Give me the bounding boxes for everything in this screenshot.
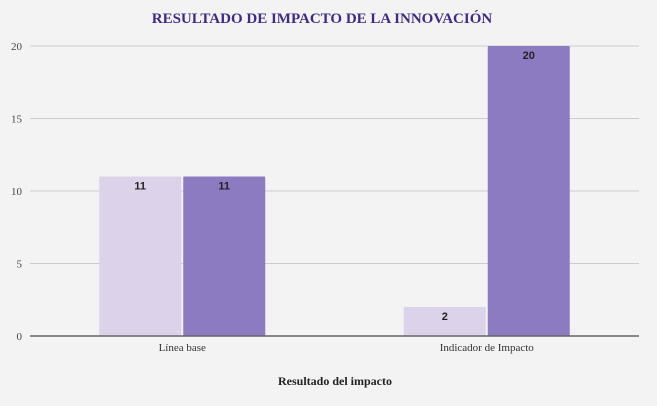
bar-2-2 bbox=[487, 46, 570, 336]
bar-1-1 bbox=[99, 176, 182, 336]
data-label: 11 bbox=[218, 181, 230, 193]
y-tick-label: 0 bbox=[17, 331, 23, 343]
y-axis-ticks: 0 5 10 15 20 bbox=[11, 41, 23, 343]
x-category-label: Línea base bbox=[159, 342, 206, 354]
x-axis-label: Resultado del impacto bbox=[278, 374, 392, 388]
data-label: 2 bbox=[442, 311, 448, 323]
y-tick-label: 20 bbox=[11, 41, 23, 53]
bars bbox=[99, 46, 570, 336]
x-category-label: Indicador de Impacto bbox=[440, 342, 535, 354]
y-tick-label: 5 bbox=[17, 259, 23, 271]
y-tick-label: 15 bbox=[11, 114, 23, 126]
data-label: 20 bbox=[523, 50, 535, 62]
y-tick-label: 10 bbox=[11, 186, 23, 198]
x-axis-categories: Línea base Indicador de Impacto bbox=[159, 342, 535, 354]
data-label: 11 bbox=[134, 181, 146, 193]
data-labels: 11 11 2 20 bbox=[134, 50, 534, 323]
bar-2-1 bbox=[183, 176, 266, 336]
chart-title: RESULTADO DE IMPACTO DE LA INNOVACIÓN bbox=[152, 10, 493, 27]
bar-1-2 bbox=[403, 307, 486, 336]
